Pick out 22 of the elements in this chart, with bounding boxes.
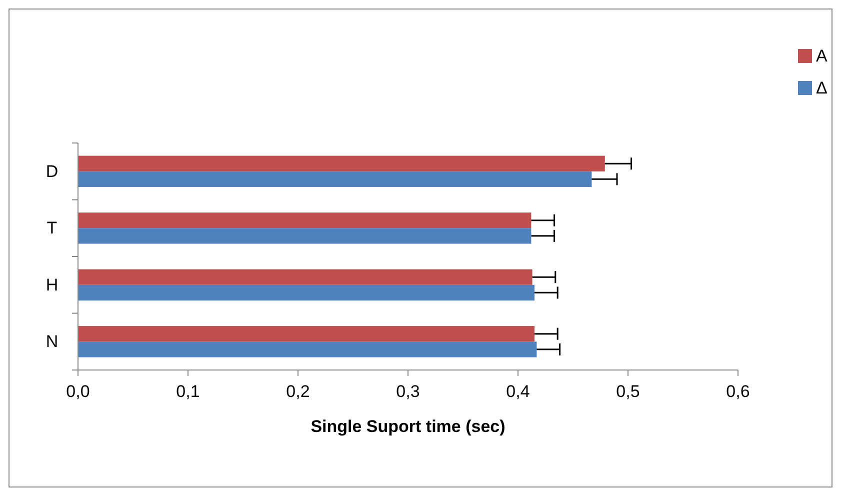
x-tick-label: 0,0 bbox=[66, 382, 90, 401]
bar bbox=[78, 156, 605, 172]
x-tick-label: 0,5 bbox=[616, 382, 640, 401]
bar bbox=[78, 212, 532, 228]
y-tick-label: T bbox=[46, 218, 58, 238]
bar bbox=[78, 269, 532, 285]
legend-label: Δ bbox=[816, 78, 828, 98]
x-tick-label: 0,2 bbox=[286, 382, 310, 401]
x-tick-label: 0,4 bbox=[506, 382, 530, 401]
bar bbox=[78, 326, 534, 342]
bar bbox=[78, 342, 537, 358]
bar bbox=[78, 284, 534, 300]
y-tick-label: H bbox=[46, 275, 58, 294]
y-tick-label: D bbox=[46, 162, 58, 181]
x-tick-label: 0,6 bbox=[726, 382, 750, 401]
bar bbox=[78, 228, 532, 244]
bar bbox=[78, 171, 592, 187]
x-axis-title: Single Suport time (sec) bbox=[310, 417, 506, 436]
x-tick-label: 0,3 bbox=[396, 382, 420, 401]
x-tick-label: 0,1 bbox=[176, 382, 200, 401]
legend-label: A bbox=[816, 46, 828, 66]
y-tick-label: N bbox=[46, 332, 58, 352]
